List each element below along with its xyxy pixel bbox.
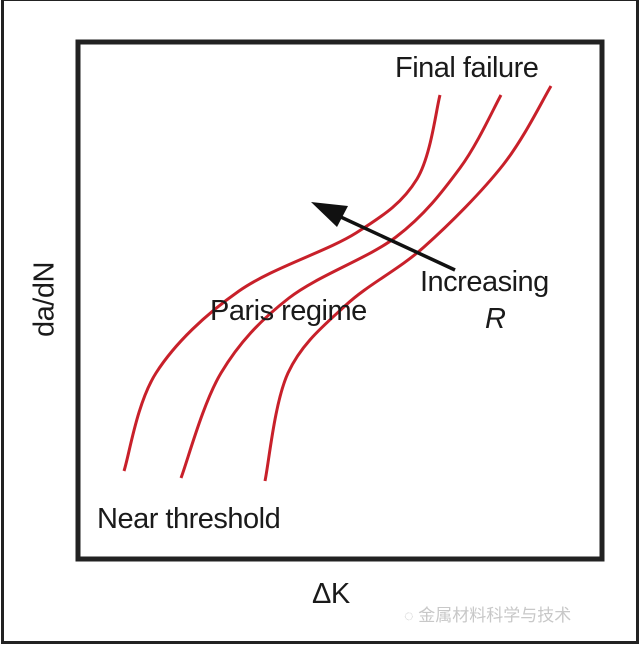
x-axis-label: ΔK [312,578,350,610]
crack-growth-curve-3 [263,85,553,482]
final-failure-label: Final failure [395,52,539,84]
crack-growth-curve-1 [122,94,442,472]
arrow-head [311,202,348,227]
crack-growth-curve-2 [179,94,503,479]
increasing-label: Increasing [420,266,549,298]
paris-regime-label: Paris regime [210,295,367,327]
wechat-icon: ◌ [404,608,414,625]
y-axis-label: da/dN [28,262,61,337]
r-label: R [485,303,506,335]
watermark-text: 金属材料科学与技术 [418,606,572,625]
near-threshold-label: Near threshold [97,503,281,535]
watermark: ◌ 金属材料科学与技术 [404,601,571,626]
increasing-r-arrow [329,210,456,272]
plot-frame [75,39,605,562]
